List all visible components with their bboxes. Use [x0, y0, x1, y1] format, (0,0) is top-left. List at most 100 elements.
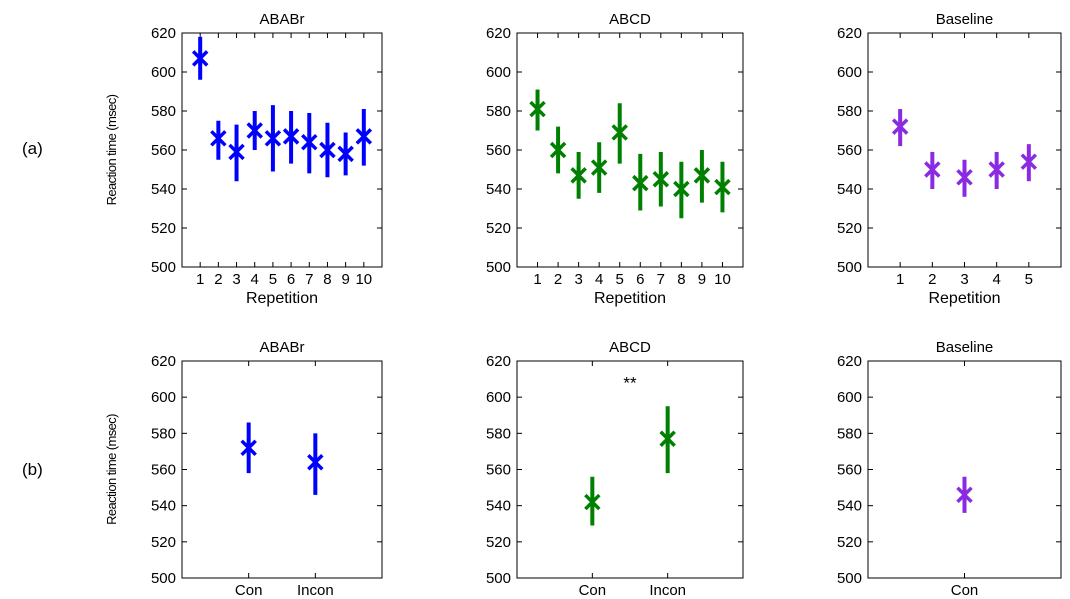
chart-1-xtick-label-1: 2	[554, 271, 562, 288]
chart-2-point-1	[924, 160, 941, 179]
row-label-b: (b)	[22, 460, 43, 479]
chart-3-point-1	[307, 453, 324, 472]
chart-4-xtick-label-1: Incon	[649, 582, 686, 599]
chart-1-point-8	[693, 166, 711, 185]
chart-5-xtick-label-0: Con	[951, 582, 979, 599]
chart-2-ytick-label-2: 540	[837, 181, 862, 198]
chart-5-point-0	[956, 485, 973, 504]
chart-4-ytick-label-1: 520	[486, 534, 511, 551]
chart-2-ytick-label-0: 500	[837, 259, 862, 276]
chart-1-xtick-label-8: 9	[698, 271, 706, 288]
chart-3-title: ABABr	[259, 339, 304, 356]
chart-0-point-7	[319, 141, 336, 159]
chart-1-point-2	[570, 166, 587, 185]
chart-1-point-4	[611, 123, 628, 142]
chart-1-xtick-label-0: 1	[533, 271, 541, 288]
row-label-a: (a)	[22, 139, 43, 158]
chart-1-point-6	[652, 170, 670, 189]
chart-4-ytick-label-6: 620	[486, 353, 511, 370]
chart-3-ytick-label-5: 600	[151, 389, 176, 406]
chart-0-ytick-label-0: 500	[151, 259, 176, 276]
chart-1-panel: 500 520 540 560 580 600 620 1 2 3 4 5 6 7 8 9 10 ABCD Repe…	[486, 11, 744, 307]
chart-5-ytick-label-3: 560	[837, 462, 862, 479]
chart-0-xtick-label-4: 5	[269, 271, 277, 288]
chart-1-point-0	[529, 100, 546, 119]
chart-0-xtick-label-2: 3	[232, 271, 240, 288]
chart-3-ytick-label-0: 500	[151, 570, 176, 587]
chart-0-xtick-label-3: 4	[251, 271, 259, 288]
chart-5-ytick-label-0: 500	[837, 570, 862, 587]
chart-5-ytick-label-5: 600	[837, 389, 862, 406]
chart-0-xlabel: Repetition	[246, 290, 318, 307]
chart-0-ytick-label-2: 540	[151, 181, 176, 198]
chart-3-ytick-label-2: 540	[151, 498, 176, 515]
chart-1-xtick-label-6: 7	[657, 271, 665, 288]
chart-3-xtick-label-0: Con	[235, 582, 263, 599]
chart-0-point-6	[301, 133, 318, 152]
chart-0-ytick-label-1: 520	[151, 220, 176, 237]
chart-1-xtick-label-9: 10	[714, 271, 731, 288]
chart-0-title: ABABr	[259, 11, 304, 28]
chart-0-point-0	[191, 49, 209, 68]
chart-5-ytick-label-2: 540	[837, 498, 862, 515]
chart-2-ytick-label-3: 560	[837, 142, 862, 159]
chart-0-ytick-label-5: 600	[151, 64, 176, 81]
chart-5-ytick-label-4: 580	[837, 425, 862, 442]
chart-5-axes-box	[867, 360, 1062, 579]
chart-4-title: ABCD	[609, 339, 651, 356]
chart-5-ytick-label-6: 620	[837, 353, 862, 370]
chart-1-ytick-label-2: 540	[486, 181, 511, 198]
chart-2-xtick-label-1: 2	[928, 271, 936, 288]
chart-0-xtick-label-9: 10	[355, 271, 372, 288]
chart-0-ylabel: Reaction time (msec)	[104, 94, 119, 205]
chart-2-point-2	[956, 168, 973, 187]
chart-1-point-1	[549, 141, 567, 159]
chart-0-ytick-label-3: 560	[151, 142, 176, 159]
chart-4-panel: 500 520 540 560 580 600 620 Con Incon ABCD **	[486, 339, 744, 599]
chart-3-ytick-label-4: 580	[151, 425, 176, 442]
chart-1-ytick-label-3: 560	[486, 142, 511, 159]
chart-0-point-4	[264, 129, 282, 148]
chart-0-panel: 500 520 540 560 580 600 620 1 2 3 4 5 6 7 8 9 10 ABABr Rep…	[104, 11, 383, 307]
chart-2-point-4	[1020, 152, 1038, 171]
chart-2-point-0	[891, 117, 909, 136]
chart-0-point-3	[246, 121, 263, 140]
chart-4-point-1	[659, 429, 676, 448]
chart-2-ytick-label-5: 600	[837, 64, 862, 81]
chart-2-xtick-label-2: 3	[960, 271, 968, 288]
chart-4-point-0	[584, 493, 601, 512]
chart-0-point-8	[337, 144, 354, 163]
chart-4-axes-box	[516, 360, 744, 579]
chart-3-panel: 500 520 540 560 580 600 620 Con Incon ABABr Reacti…	[104, 339, 383, 599]
chart-0-point-9	[355, 127, 373, 146]
chart-0-xtick-label-8: 9	[341, 271, 349, 288]
chart-2-point-3	[988, 160, 1005, 179]
chart-1-xtick-label-4: 5	[616, 271, 624, 288]
chart-0-point-5	[282, 127, 300, 146]
chart-3-xtick-label-1: Incon	[297, 582, 334, 599]
chart-2-axes-box	[867, 32, 1062, 268]
chart-2-ytick-label-6: 620	[837, 25, 862, 42]
chart-5-ytick-label-1: 520	[837, 534, 862, 551]
chart-1-ytick-label-6: 620	[486, 25, 511, 42]
chart-2-ytick-label-1: 520	[837, 220, 862, 237]
chart-3-point-0	[240, 438, 257, 457]
chart-4-ytick-label-2: 540	[486, 498, 511, 515]
chart-3-ytick-label-6: 620	[151, 353, 176, 370]
chart-4-ytick-label-4: 580	[486, 425, 511, 442]
chart-5-panel: 500 520 540 560 580 600 620 Con Baseline	[837, 339, 1062, 599]
chart-2-xtick-label-0: 1	[896, 271, 904, 288]
chart-4-xtick-label-0: Con	[579, 582, 607, 599]
chart-1-ytick-label-0: 500	[486, 259, 511, 276]
chart-4-ytick-label-3: 560	[486, 462, 511, 479]
chart-0-xtick-label-7: 8	[323, 271, 331, 288]
chart-0-ytick-label-4: 580	[151, 103, 176, 120]
chart-0-xtick-label-5: 6	[287, 271, 295, 288]
chart-4-ytick-label-0: 500	[486, 570, 511, 587]
chart-1-axes-box	[516, 32, 744, 268]
chart-1-title: ABCD	[609, 11, 651, 28]
chart-1-point-5	[632, 174, 649, 193]
chart-1-ytick-label-1: 520	[486, 220, 511, 237]
